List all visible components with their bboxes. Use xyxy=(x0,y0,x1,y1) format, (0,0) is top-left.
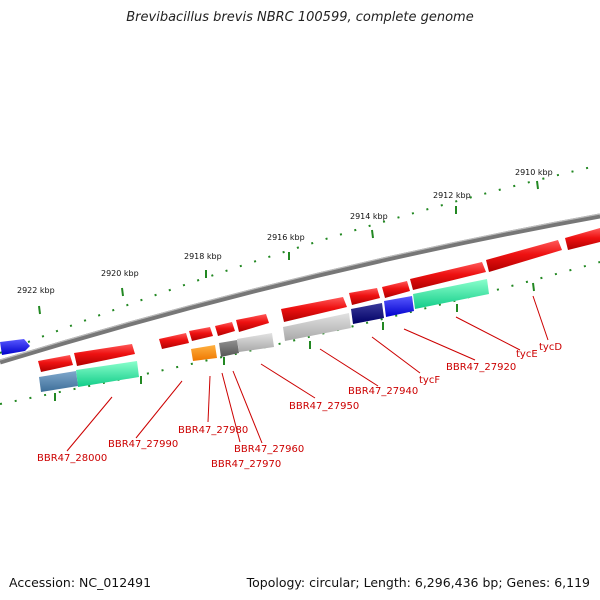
gene-arrow xyxy=(349,288,380,305)
gene-arrow xyxy=(281,297,347,322)
gene-box xyxy=(384,296,414,317)
gene-arrow xyxy=(236,314,269,332)
scale-label-2910: 2910 kbp xyxy=(515,168,553,177)
gene-arrow xyxy=(38,355,73,372)
inner-major-ticks xyxy=(54,282,535,401)
gene-label-BBR47_28000: BBR47_28000 xyxy=(37,453,107,464)
gene-box xyxy=(76,361,139,387)
gene-arrow xyxy=(159,333,189,349)
gene-arrow xyxy=(410,262,486,290)
outer-major-ticks xyxy=(38,180,539,315)
gene-box xyxy=(413,279,489,309)
gene-arrow xyxy=(74,344,135,366)
gene-labels: tycD tycE BBR47_27920 tycF BBR47_27940 B… xyxy=(37,342,562,470)
gene-box xyxy=(191,345,217,361)
reverse-genes xyxy=(39,279,489,392)
gene-box xyxy=(219,340,239,357)
gene-label-BBR47_27940: BBR47_27940 xyxy=(348,386,418,397)
gene-arrow xyxy=(0,339,30,355)
accession-text: Accession: NC_012491 xyxy=(9,575,152,590)
scale-label-2918: 2918 kbp xyxy=(184,252,222,261)
genome-summary-text: Topology: circular; Length: 6,296,436 bp… xyxy=(246,575,590,590)
genome-title: Brevibacillus brevis NBRC 100599, comple… xyxy=(126,10,474,25)
gene-arrow xyxy=(215,322,235,336)
gene-arrow xyxy=(189,327,213,341)
gene-arrow xyxy=(486,240,562,272)
gene-box xyxy=(283,313,351,341)
scale-label-2916: 2916 kbp xyxy=(267,233,305,242)
scale-label-2912: 2912 kbp xyxy=(433,191,471,200)
gene-box xyxy=(39,371,78,392)
genome-backbone xyxy=(0,213,600,365)
gene-label-BBR47_27920: BBR47_27920 xyxy=(446,362,516,373)
outer-scale-track xyxy=(0,164,600,354)
scale-label-2922: 2922 kbp xyxy=(17,286,55,295)
gene-label-BBR47_27980: BBR47_27980 xyxy=(178,425,248,436)
gene-arrow xyxy=(565,228,600,250)
forward-genes xyxy=(0,228,600,372)
gene-box xyxy=(351,303,384,324)
gene-label-BBR47_27990: BBR47_27990 xyxy=(108,439,178,450)
gene-label-tycD: tycD xyxy=(539,342,562,353)
gene-box xyxy=(237,333,274,352)
gene-label-tycE: tycE xyxy=(516,349,538,360)
scale-label-2914: 2914 kbp xyxy=(350,212,388,221)
scale-label-2920: 2920 kbp xyxy=(101,269,139,278)
gene-label-tycF: tycF xyxy=(419,375,440,386)
gene-label-BBR47_27950: BBR47_27950 xyxy=(289,401,359,412)
leader-lines xyxy=(66,295,549,452)
gene-label-BBR47_27960: BBR47_27960 xyxy=(234,444,304,455)
gene-arrow xyxy=(382,281,410,298)
gene-label-BBR47_27970: BBR47_27970 xyxy=(211,459,281,470)
